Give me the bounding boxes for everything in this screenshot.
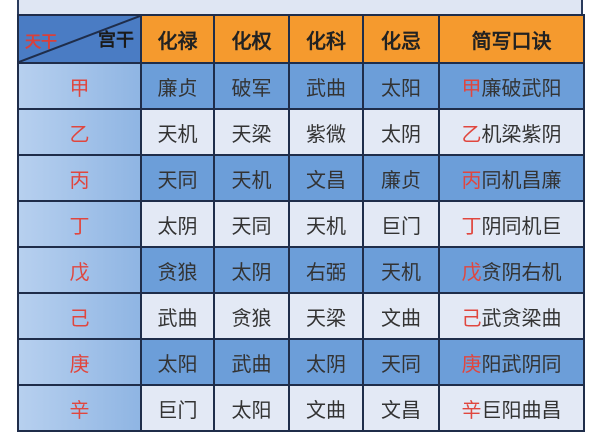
star-cell: 天同 [140,154,215,202]
mnemonic-stem: 辛 [461,397,482,422]
mnemonic-stem: 庚 [461,351,482,376]
star-cell: 天机 [362,246,440,294]
table-row: 丁太阴 天同 天机 巨门 丁阴同机巨 [17,200,585,248]
mnemonic-cell: 庚阳武阴同 [438,338,585,386]
mnemonic-cell: 戊贪阴右机 [438,246,585,294]
mnemonic-text: 贪阴右机 [481,259,562,284]
corner-header: 天干 宫干 [17,14,142,64]
mnemonic-stem: 戊 [461,259,482,284]
table-row: 甲廉贞 破军 武曲 太阳 甲廉破武阳 [17,62,585,110]
star-cell: 天同 [362,338,440,386]
star-cell: 武曲 [213,338,290,386]
mnemonic-cell: 甲廉破武阳 [438,62,585,110]
star-cell: 文曲 [288,384,364,432]
table-row: 戊贪狼 太阴 右弼 天机 戊贪阴右机 [17,246,585,294]
mnemonic-text: 武贪梁曲 [481,305,562,330]
star-cell: 贪狼 [140,246,215,294]
star-cell: 文昌 [362,384,440,432]
star-cell: 贪狼 [213,292,290,340]
star-cell: 天机 [288,200,364,248]
table-row: 辛巨门 太阳 文曲 文昌 辛巨阳曲昌 [17,384,585,432]
star-cell: 太阴 [362,108,440,156]
star-cell: 太阴 [288,338,364,386]
mnemonic-stem: 丙 [461,167,482,192]
mnemonic-stem: 丁 [461,213,482,238]
star-cell: 文昌 [288,154,364,202]
table-row: 己武曲 贪狼 天梁 文曲 己武贪梁曲 [17,292,585,340]
stem-cell: 辛 [17,384,142,432]
stem-cell: 庚 [17,338,142,386]
mnemonic-stem: 己 [461,305,482,330]
mnemonic-text: 机梁紫阴 [481,121,562,146]
table-row: 庚太阳 武曲 太阴 天同 庚阳武阴同 [17,338,585,386]
mnemonic-text: 阴同机巨 [481,213,562,238]
title-band [17,0,583,15]
star-cell: 文曲 [362,292,440,340]
column-header-huaquan: 化权 [213,14,290,64]
star-cell: 巨门 [362,200,440,248]
sihua-table: 天干 宫干 化禄 化权 化科 化忌 简写口诀 甲廉贞 破军 武曲 太阳 甲廉破武阳乙天机… [17,14,585,432]
stem-cell: 甲 [17,62,142,110]
column-header-mnemonic: 简写口诀 [438,14,585,64]
column-header-huake: 化科 [288,14,364,64]
corner-palace-label: 宫干 [98,30,134,51]
mnemonic-text: 廉破武阳 [481,75,562,100]
stem-cell: 己 [17,292,142,340]
table-row: 乙天机 天梁 紫微 太阴 乙机梁紫阴 [17,108,585,156]
column-header-hualu: 化禄 [140,14,215,64]
column-header-huaji: 化忌 [362,14,440,64]
star-cell: 巨门 [140,384,215,432]
star-cell: 太阳 [213,384,290,432]
star-cell: 天梁 [213,108,290,156]
stem-cell: 丙 [17,154,142,202]
star-cell: 右弼 [288,246,364,294]
table-row: 丙天同 天机 文昌 廉贞 丙同机昌廉 [17,154,585,202]
mnemonic-stem: 乙 [461,121,482,146]
star-cell: 紫微 [288,108,364,156]
star-cell: 太阳 [362,62,440,110]
star-cell: 廉贞 [140,62,215,110]
star-cell: 破军 [213,62,290,110]
mnemonic-cell: 己武贪梁曲 [438,292,585,340]
mnemonic-cell: 辛巨阳曲昌 [438,384,585,432]
mnemonic-text: 巨阳曲昌 [481,397,562,422]
star-cell: 天机 [140,108,215,156]
header-row: 天干 宫干 化禄 化权 化科 化忌 简写口诀 [17,14,585,64]
star-cell: 太阴 [213,246,290,294]
star-cell: 太阴 [140,200,215,248]
star-cell: 天梁 [288,292,364,340]
mnemonic-cell: 丙同机昌廉 [438,154,585,202]
mnemonic-cell: 乙机梁紫阴 [438,108,585,156]
diagonal-divider [19,16,140,62]
mnemonic-text: 阳武阴同 [481,351,562,376]
star-cell: 天同 [213,200,290,248]
star-cell: 武曲 [288,62,364,110]
star-cell: 天机 [213,154,290,202]
stem-cell: 戊 [17,246,142,294]
corner-stem-label: 天干 [25,32,58,51]
star-cell: 太阳 [140,338,215,386]
star-cell: 武曲 [140,292,215,340]
mnemonic-stem: 甲 [461,75,482,100]
stem-cell: 丁 [17,200,142,248]
star-cell: 廉贞 [362,154,440,202]
stem-cell: 乙 [17,108,142,156]
mnemonic-cell: 丁阴同机巨 [438,200,585,248]
mnemonic-text: 同机昌廉 [481,167,562,192]
